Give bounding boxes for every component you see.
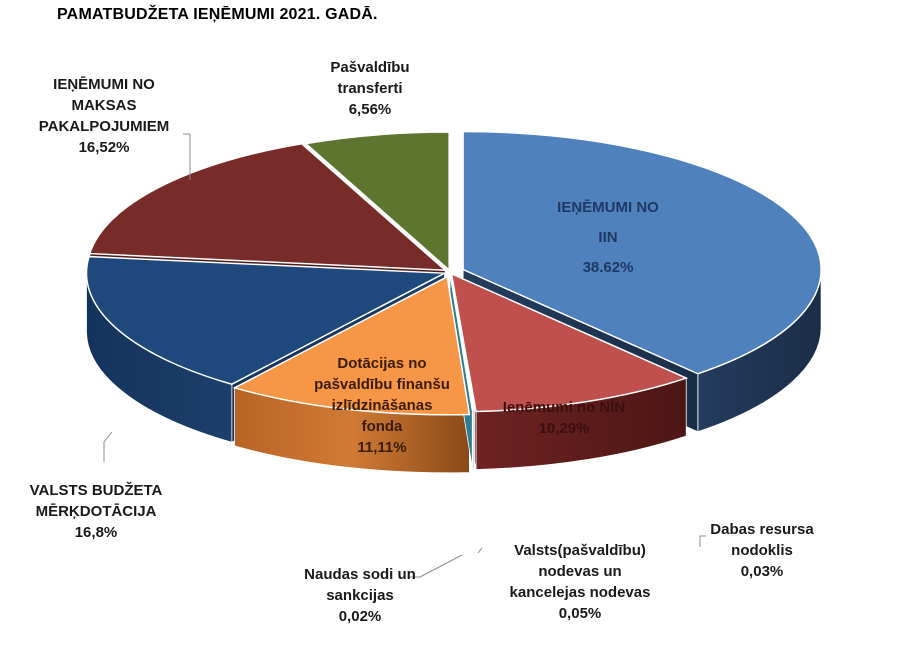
pie-slice [449, 271, 474, 411]
slice-label: IEŅĒMUMI NO IIN 38.62% [557, 199, 659, 276]
leader-line [477, 547, 483, 554]
leader-line [183, 133, 191, 180]
leader-lines [103, 133, 706, 578]
slice-label: VALSTS BUDŽETA MĒRĶDOTĀCIJA 16,8% [30, 481, 163, 541]
chart-title: PAMATBUDŽETA IEŅĒMUMI 2021. GADĀ. [57, 6, 378, 23]
pie-slices [85, 130, 822, 416]
pie-slice [462, 130, 822, 375]
pie-slice [232, 275, 471, 416]
pie-slice [85, 255, 448, 386]
slice-label: Pašvaldību transferti 6,56% [330, 59, 409, 118]
slice-labels: IEŅĒMUMI NO IIN 38.62% Ieņēmumi no NĪN 10,29… [30, 59, 815, 625]
pie-slice [304, 131, 450, 272]
slice-label: Dabas resursa nodoklis 0,03% [710, 521, 814, 580]
slice-label: Ieņēmumi no NĪN 10,29% [503, 399, 626, 437]
pie-slice [450, 272, 689, 413]
leader-line [103, 431, 113, 462]
slice-label: Naudas sodi un sankcijas 0,02% [304, 566, 416, 625]
slice-label: Valsts(pašvaldību) nodevas un kancelejas n… [510, 542, 651, 622]
slice-label: Dotācijas no pašvaldību finanšu izlīdzināš… [314, 355, 450, 456]
leader-line [699, 535, 706, 547]
slice-label: IEŅĒMUMI NO MAKSAS PAKALPOJUMIEM 16,52% [39, 76, 170, 156]
pie-slice [88, 142, 448, 272]
leader-line [409, 554, 463, 578]
